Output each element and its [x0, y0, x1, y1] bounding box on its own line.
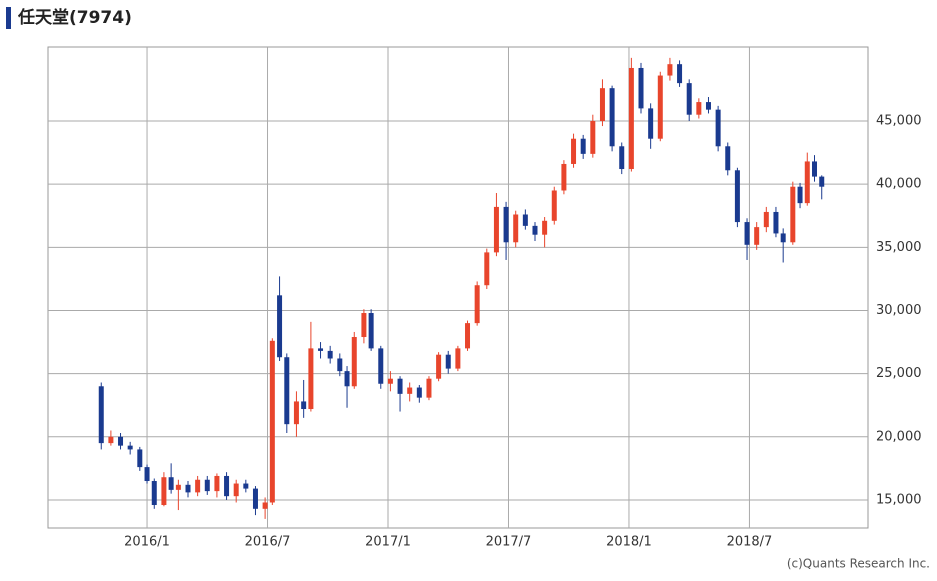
candle-body — [797, 186, 803, 204]
candle-body — [277, 295, 283, 358]
candle-body — [351, 337, 357, 387]
candle-body — [108, 436, 114, 444]
candle-body — [243, 483, 249, 489]
candle-body — [542, 220, 548, 235]
candle-body — [619, 146, 625, 170]
candle-body — [455, 348, 461, 369]
x-tick-label: 2016/1 — [124, 535, 170, 550]
candle-body — [214, 475, 220, 492]
candle-body — [696, 102, 702, 115]
candle-body — [725, 146, 731, 171]
y-tick-label: 30,000 — [876, 303, 922, 318]
candle-body — [98, 386, 104, 444]
y-tick-label: 20,000 — [876, 429, 922, 444]
candle-body — [175, 484, 181, 490]
y-tick-label: 45,000 — [876, 114, 922, 129]
candle-body — [648, 108, 654, 139]
candle-body — [426, 378, 432, 398]
candle-body — [436, 354, 442, 379]
candle-body — [368, 313, 374, 349]
candle-body — [734, 170, 740, 223]
candle-body — [804, 161, 810, 204]
x-tick-label: 2018/7 — [727, 535, 773, 550]
candle-body — [513, 214, 519, 243]
plot-frame — [47, 46, 869, 529]
candle-body — [484, 252, 490, 286]
x-tick-label: 2017/7 — [486, 535, 532, 550]
candle-body — [638, 67, 644, 109]
candle-body — [137, 449, 143, 468]
candle-body — [609, 88, 615, 147]
y-tick-label: 25,000 — [876, 366, 922, 381]
candle-body — [151, 481, 157, 506]
candle-body — [465, 323, 471, 349]
candle-body — [144, 467, 150, 482]
candle-body — [628, 67, 634, 170]
candle-body — [493, 206, 499, 253]
candle-body — [252, 488, 258, 509]
candle-body — [532, 225, 538, 235]
candle-body — [195, 479, 201, 493]
candle-body — [812, 161, 818, 177]
candle-body — [763, 211, 769, 228]
y-tick-label: 35,000 — [876, 240, 922, 255]
candle-body — [790, 186, 796, 243]
candle-body — [445, 354, 451, 369]
candle-body — [397, 378, 403, 394]
candle-body — [185, 484, 191, 493]
candle-body — [667, 64, 673, 76]
candle-body — [715, 109, 721, 147]
candle-body — [233, 483, 239, 497]
candle-body — [705, 102, 711, 110]
candle-body — [378, 348, 384, 384]
candle-body — [337, 358, 343, 372]
candle-body — [744, 222, 750, 245]
x-tick-label: 2018/1 — [606, 535, 652, 550]
candle-body — [344, 371, 350, 387]
candle-body — [686, 83, 692, 115]
candle-body — [301, 401, 307, 410]
y-tick-label: 15,000 — [876, 492, 922, 507]
candle-body — [599, 88, 605, 122]
candle-body — [224, 475, 230, 497]
candle-body — [407, 387, 413, 394]
candle-body — [773, 211, 779, 234]
candle-body — [204, 479, 210, 492]
candle-body — [503, 206, 509, 243]
candle-body — [318, 348, 324, 351]
candle-body — [551, 190, 557, 221]
x-tick-label: 2017/1 — [365, 535, 411, 550]
candle-body — [474, 285, 480, 324]
candle-body — [118, 436, 124, 446]
candle-body — [161, 477, 167, 506]
title-icon — [6, 7, 11, 29]
candle-body — [262, 502, 268, 509]
candle-body — [590, 121, 596, 154]
candle-body — [754, 227, 760, 245]
candle-body — [308, 348, 314, 410]
candle-body — [561, 163, 567, 191]
candle-body — [522, 214, 528, 226]
candle-body — [580, 138, 586, 154]
candle-body — [819, 176, 825, 187]
candle-body — [416, 387, 422, 398]
y-tick-label: 40,000 — [876, 177, 922, 192]
candle-body — [780, 233, 786, 243]
candle-body — [293, 401, 299, 425]
candle-body — [284, 357, 290, 425]
candle-body — [269, 340, 275, 503]
candle-body — [127, 445, 133, 450]
candle-body — [361, 313, 367, 338]
candle-body — [571, 138, 577, 164]
candle-body — [657, 75, 663, 139]
credit: (c)Quants Research Inc. — [787, 557, 930, 571]
candle-body — [327, 350, 333, 359]
candle-body — [677, 64, 683, 84]
chart-title: 任天堂(7974) — [17, 7, 132, 28]
candle-body — [387, 378, 393, 384]
candle-body — [168, 477, 174, 490]
x-tick-label: 2016/7 — [245, 535, 291, 550]
